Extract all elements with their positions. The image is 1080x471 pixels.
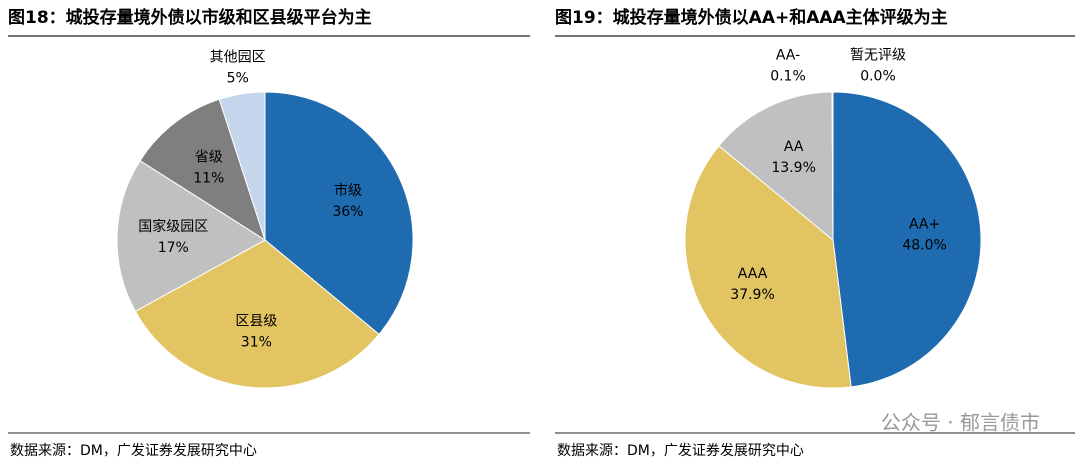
slice-label: AAA (738, 266, 768, 282)
slice-value: 31% (241, 334, 272, 350)
slice-value: 0.1% (770, 68, 806, 84)
pie-slice (218, 91, 266, 241)
source-note: 数据来源：DM，广发证券发展研究中心 (10, 443, 257, 459)
slice-value: 13.9% (771, 160, 815, 176)
slice-label: AA+ (909, 216, 940, 232)
slice-value: 11% (193, 170, 224, 186)
slice-label: 市级 (334, 182, 362, 199)
slice-label: 其他园区 (210, 50, 266, 66)
slice-value: 36% (332, 204, 363, 220)
watermark: 公众号 · 郁言债市 (881, 411, 1040, 435)
pie-slice (832, 91, 982, 388)
slice-value: 48.0% (902, 237, 946, 253)
pie-slice (134, 239, 380, 389)
slice-label: 暂无评级 (850, 47, 906, 63)
slice-value: 5% (227, 71, 249, 87)
slice-label: AA (784, 139, 804, 155)
chart-title: 图19：城投存量境外债以AA+和AAA主体评级为主 (555, 7, 948, 28)
pie-slice (116, 160, 266, 312)
pie-slice (264, 91, 414, 336)
chart-title: 图18：城投存量境外债以市级和区县级平台为主 (8, 7, 372, 28)
slice-value: 17% (158, 240, 189, 256)
pie-slice (684, 145, 852, 389)
slice-label: 省级 (195, 149, 223, 165)
slice-label: 国家级园区 (138, 218, 208, 235)
pie-slice (718, 91, 834, 242)
slice-label: 区县级 (235, 313, 277, 329)
source-note: 数据来源：DM，广发证券发展研究中心 (557, 443, 804, 459)
slice-value: 37.9% (730, 287, 774, 303)
slice-value: 0.0% (860, 68, 896, 84)
slice-label: AA- (776, 47, 800, 63)
pie-slice (139, 98, 266, 242)
